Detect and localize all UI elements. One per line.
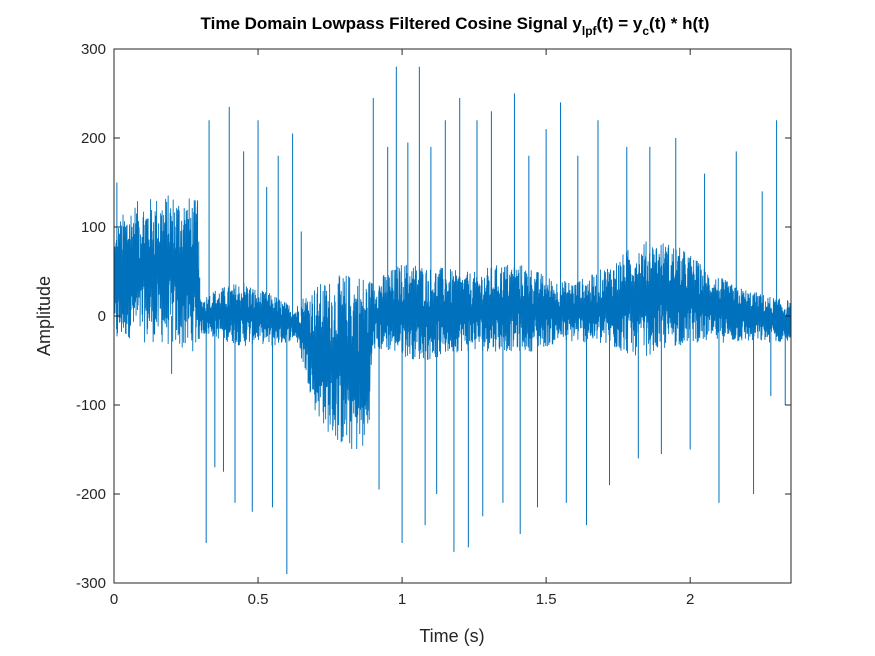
x-tick-label: 1 — [398, 591, 406, 608]
y-tick-label: 100 — [81, 219, 106, 236]
chart-title-mid: (t) = y — [597, 14, 643, 33]
chart-title-sub-lpf: lpf — [582, 24, 598, 38]
y-tick-label: 300 — [81, 41, 106, 58]
signal-layer — [113, 66, 792, 575]
x-tick-label: 2 — [686, 591, 694, 608]
plot-area: 0 0.5 1 1.5 2 300 200 100 0 -100 -200 -300 — [76, 41, 792, 608]
y-tick-label: 200 — [81, 130, 106, 147]
x-tick-label: 0.5 — [248, 591, 269, 608]
x-axis-label: Time (s) — [419, 626, 484, 646]
chart-title-main: Time Domain Lowpass Filtered Cosine Sign… — [201, 14, 583, 33]
chart-title-end: (t) * h(t) — [649, 14, 709, 33]
y-tick-label: -200 — [76, 486, 106, 503]
x-tick-label: 0 — [110, 591, 118, 608]
y-tick-label: -100 — [76, 397, 106, 414]
y-tick-label: -300 — [76, 575, 106, 592]
y-axis-label: Amplitude — [34, 276, 54, 356]
y-tick-label: 0 — [98, 308, 106, 325]
signal-line — [113, 195, 792, 449]
chart-title-sub-c: c — [642, 24, 649, 38]
x-tick-label: 1.5 — [536, 591, 557, 608]
chart-title: Time Domain Lowpass Filtered Cosine Sign… — [201, 14, 710, 38]
tick-layer: 0 0.5 1 1.5 2 300 200 100 0 -100 -200 -300 — [76, 41, 791, 608]
